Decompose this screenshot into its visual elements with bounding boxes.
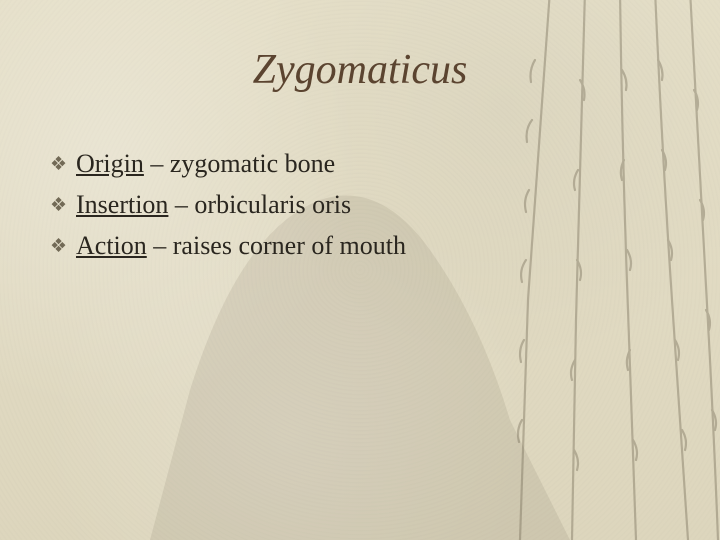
item-sep: – (168, 190, 194, 219)
item-value: zygomatic bone (170, 149, 335, 178)
bullet-list: ❖ Origin – zygomatic bone ❖ Insertion – … (50, 146, 610, 269)
diamond-bullet-icon: ❖ (50, 146, 76, 178)
item-label: Insertion (76, 190, 168, 219)
list-item-text: Action – raises corner of mouth (76, 228, 406, 263)
item-sep: – (144, 149, 170, 178)
item-label: Origin (76, 149, 144, 178)
slide: Zygomaticus ❖ Origin – zygomatic bone ❖ … (0, 0, 720, 540)
list-item: ❖ Origin – zygomatic bone (50, 146, 610, 181)
list-item: ❖ Insertion – orbicularis oris (50, 187, 610, 222)
list-item: ❖ Action – raises corner of mouth (50, 228, 610, 263)
item-value: raises corner of mouth (173, 231, 406, 260)
slide-title: Zygomaticus (0, 46, 720, 94)
diamond-bullet-icon: ❖ (50, 187, 76, 219)
list-item-text: Origin – zygomatic bone (76, 146, 335, 181)
item-value: orbicularis oris (194, 190, 351, 219)
list-item-text: Insertion – orbicularis oris (76, 187, 351, 222)
item-label: Action (76, 231, 147, 260)
diamond-bullet-icon: ❖ (50, 228, 76, 260)
item-sep: – (147, 231, 173, 260)
